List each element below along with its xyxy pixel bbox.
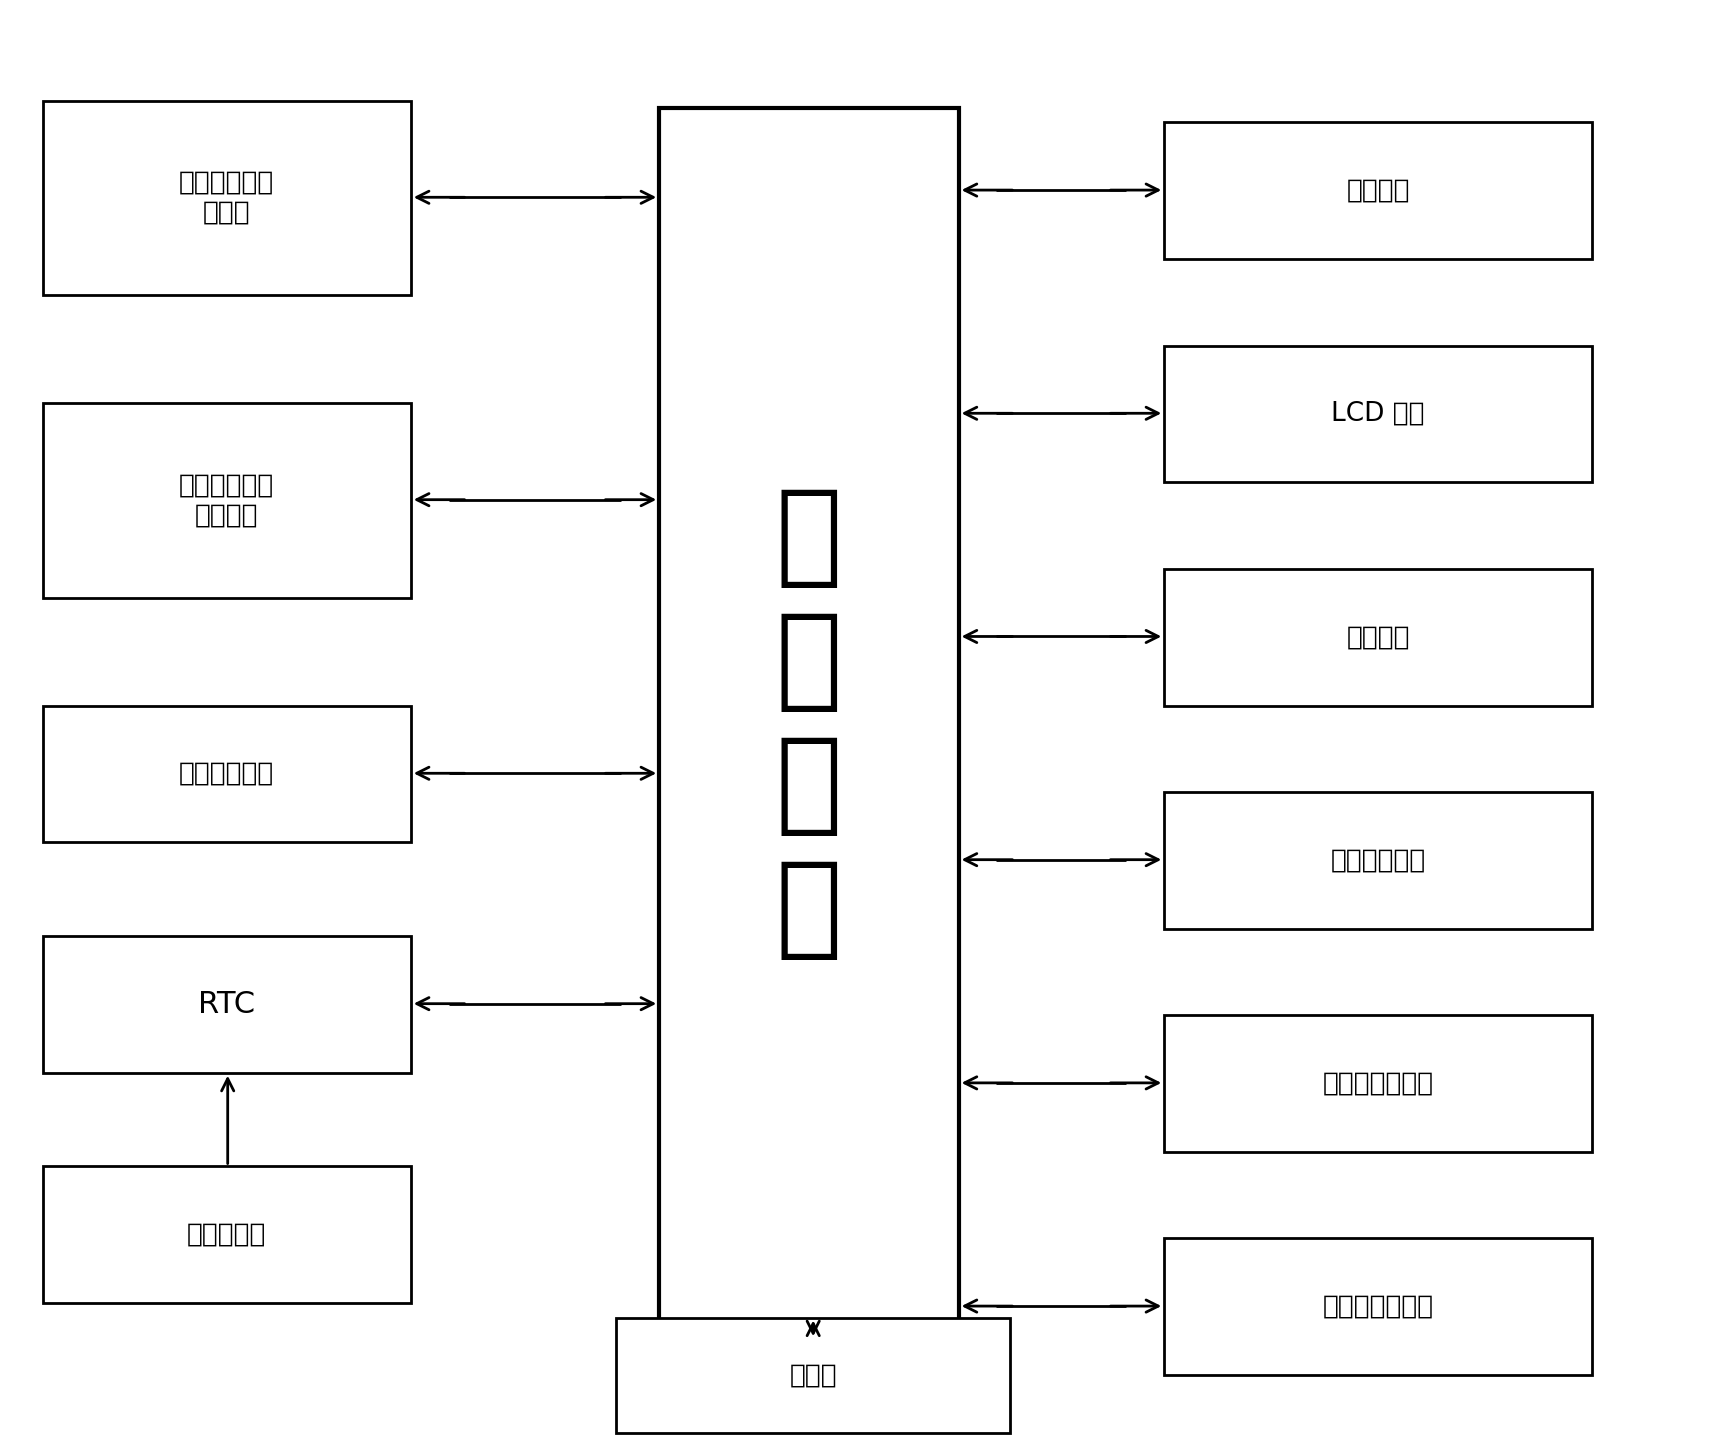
Text: 灯头电流取样: 灯头电流取样 [180,760,274,788]
Text: 温度传感: 温度传感 [1346,624,1411,651]
Bar [1164,792,1592,929]
Bar [43,101,411,295]
Text: RTC: RTC [199,989,255,1020]
Text: 后备锂电池: 后备锂电池 [187,1221,267,1248]
Bar [1164,122,1592,259]
Bar [616,1318,1010,1433]
Text: 键盘输入: 键盘输入 [1346,177,1411,204]
Bar [659,108,959,1339]
Text: 灯头１控制输出: 灯头１控制输出 [1323,1070,1433,1097]
Text: 蓄电池电压及
电流取样: 蓄电池电压及 电流取样 [180,472,274,528]
Text: LCD 显示: LCD 显示 [1332,400,1424,428]
Text: 灯头２控制输出: 灯头２控制输出 [1323,1293,1433,1320]
Bar [1164,1238,1592,1375]
Bar [43,706,411,842]
Bar [1164,569,1592,706]
Bar [43,936,411,1073]
Text: 微
处
理
器: 微 处 理 器 [776,484,842,963]
Bar [43,1166,411,1303]
Bar [43,403,411,598]
Text: 充电控制输出: 充电控制输出 [1330,847,1426,874]
Bar [1164,346,1592,482]
Bar [1164,1015,1592,1152]
Text: 太阳能电池电
压取样: 太阳能电池电 压取样 [180,170,274,226]
Text: 看门狗: 看门狗 [789,1362,837,1388]
